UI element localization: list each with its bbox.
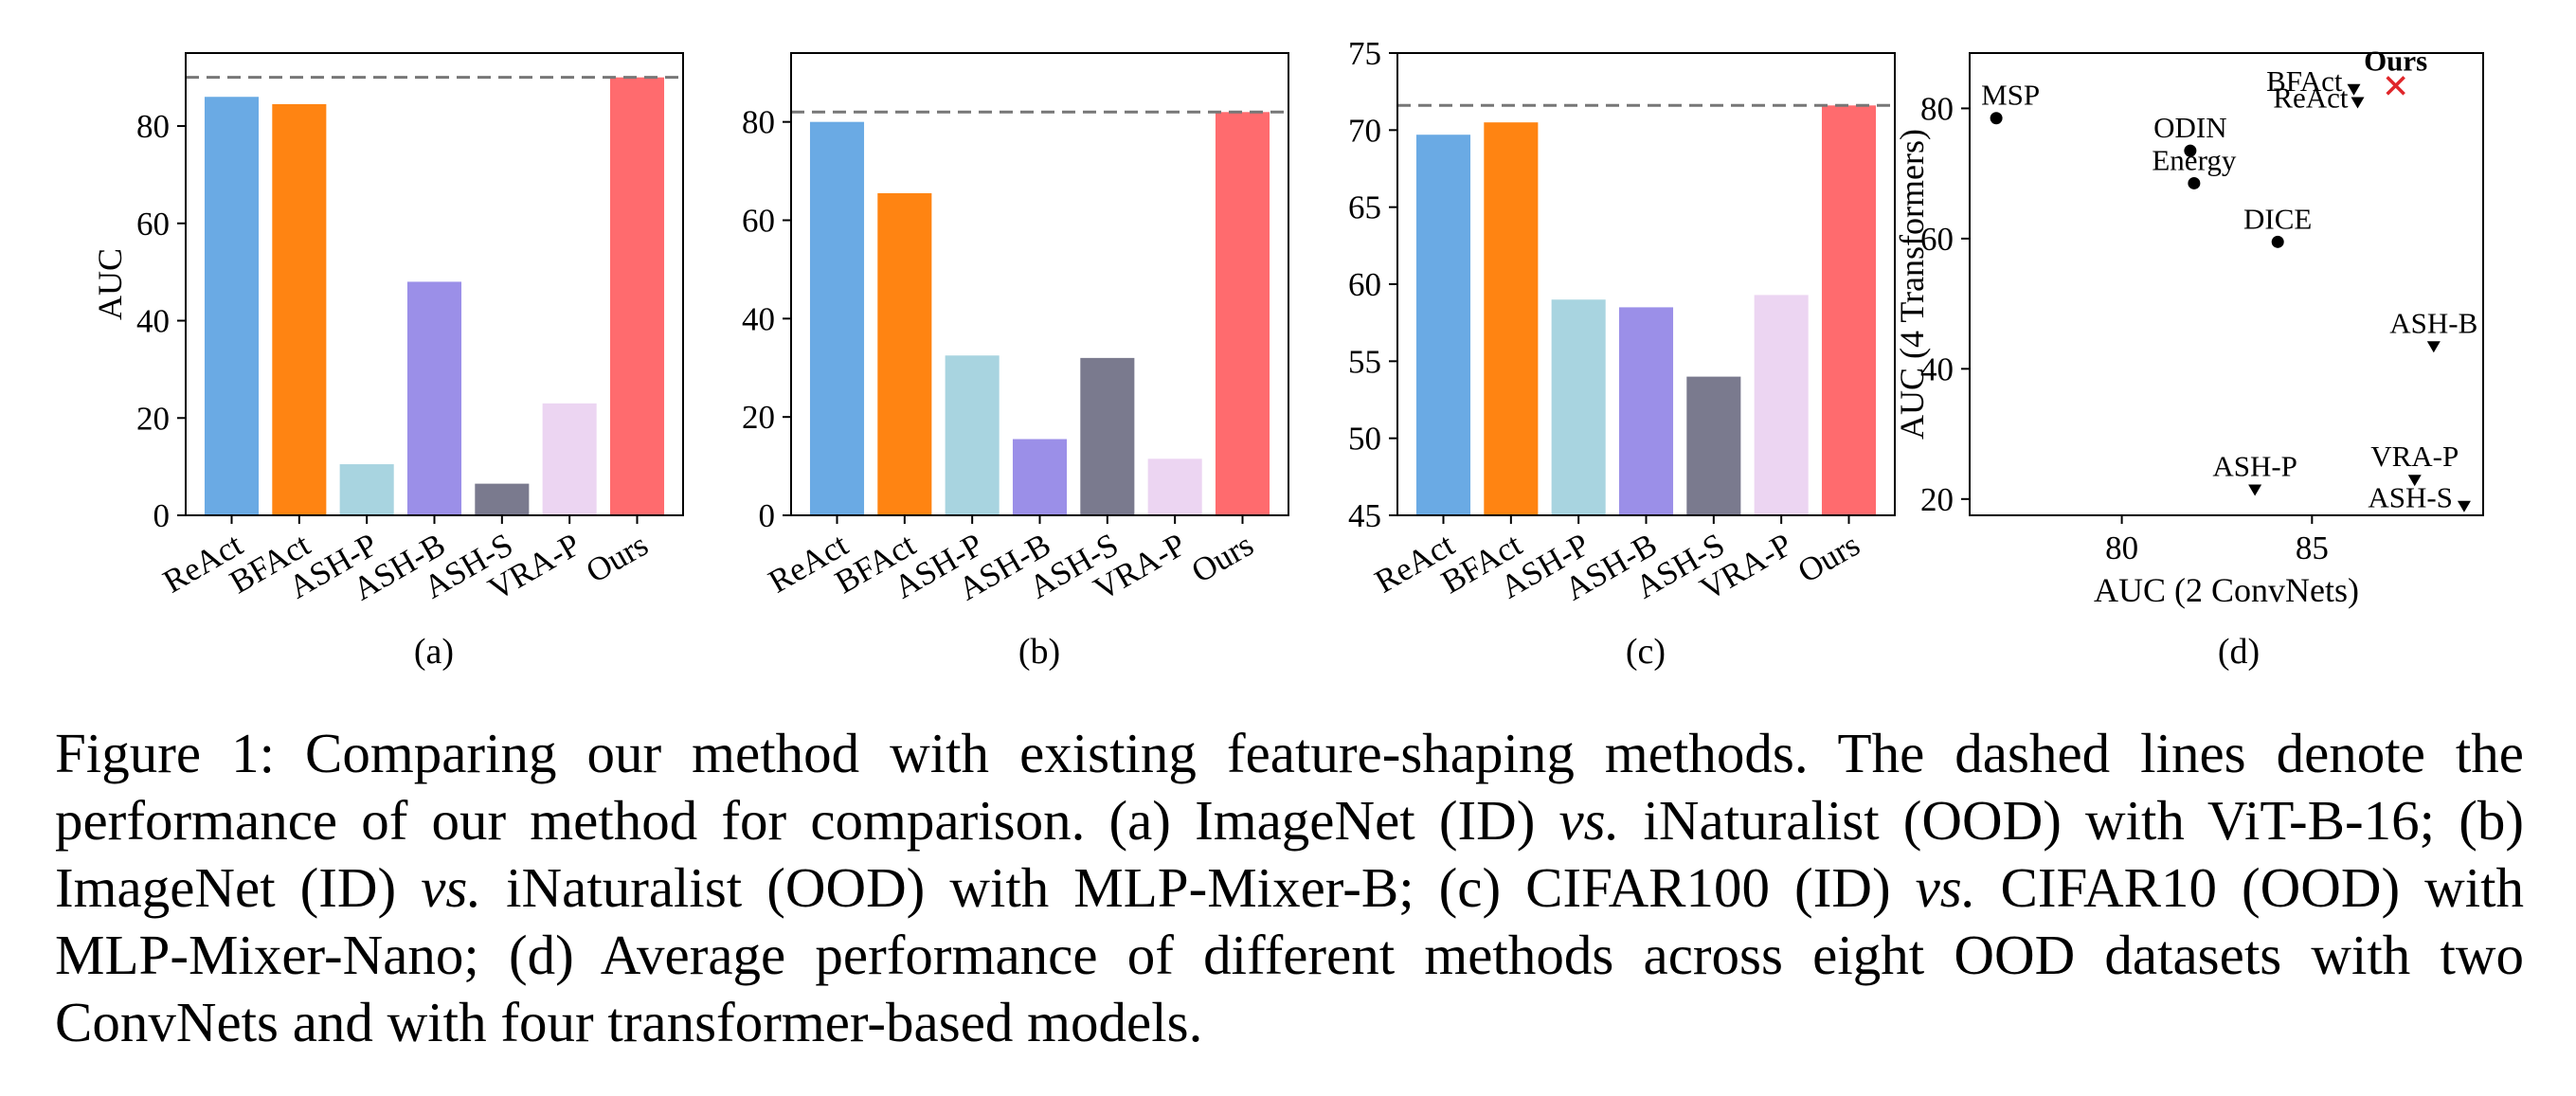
bar-1-5 bbox=[1147, 458, 1202, 515]
ytick-label-2-1: 50 bbox=[1348, 421, 1381, 458]
bar-0-5 bbox=[542, 403, 597, 515]
ytick-label-2-5: 70 bbox=[1348, 112, 1381, 149]
bar-2-5 bbox=[1754, 295, 1809, 515]
xlabel-3: AUC (2 ConvNets) bbox=[2094, 571, 2359, 609]
point-msp bbox=[1990, 112, 2003, 125]
bar-1-6 bbox=[1215, 112, 1270, 515]
bar-2-1 bbox=[1484, 122, 1539, 515]
point-ours bbox=[2386, 76, 2405, 96]
ytick-label-3-1: 40 bbox=[1920, 350, 1954, 387]
bar-1-3 bbox=[1012, 439, 1068, 515]
ytick-label-0-4: 80 bbox=[136, 108, 170, 145]
axes-frame-3 bbox=[1969, 52, 2484, 516]
bar-1-2 bbox=[945, 355, 1000, 515]
point-ash-b bbox=[2426, 341, 2441, 353]
ytick-label-2-0: 45 bbox=[1348, 497, 1381, 534]
ytick-label-3-3: 80 bbox=[1920, 90, 1954, 127]
point-label-react: ReAct bbox=[2273, 81, 2349, 115]
point-react bbox=[2351, 97, 2365, 109]
panel-label-0: (a) bbox=[414, 632, 454, 672]
point-ash-s bbox=[2457, 500, 2471, 512]
point-label-ash-p: ASH-P bbox=[2212, 450, 2297, 483]
ytick-label-2-2: 55 bbox=[1348, 343, 1381, 380]
point-odin bbox=[2184, 144, 2197, 157]
xtick-label-0-6: Ours bbox=[580, 526, 654, 590]
ytick-label-0-3: 60 bbox=[136, 206, 170, 243]
caption-vs-3: vs. bbox=[1915, 856, 1976, 919]
point-label-vra-p: VRA-P bbox=[2370, 440, 2459, 473]
ytick-label-0-0: 0 bbox=[153, 497, 171, 534]
bar-2-2 bbox=[1551, 299, 1606, 515]
xtick-label-3-0: 80 bbox=[2105, 530, 2138, 566]
bar-2-0 bbox=[1415, 135, 1471, 516]
point-label-dice: DICE bbox=[2243, 202, 2312, 235]
ytick-label-1-0: 0 bbox=[759, 497, 776, 534]
bar-0-3 bbox=[406, 281, 462, 515]
bar-2-6 bbox=[1821, 105, 1877, 515]
point-label-ash-s: ASH-S bbox=[2368, 481, 2453, 514]
bar-1-0 bbox=[809, 121, 865, 515]
caption-text-4: CIFAR10 (OOD) with MLP-Mixer-Nano; (d) A… bbox=[55, 856, 2524, 1053]
bar-0-4 bbox=[475, 483, 530, 515]
bar-1-4 bbox=[1080, 357, 1135, 515]
bar-2-4 bbox=[1686, 376, 1741, 515]
ytick-label-1-4: 80 bbox=[742, 104, 775, 141]
ylabel-0: AUC bbox=[91, 248, 129, 320]
ytick-label-2-3: 60 bbox=[1348, 266, 1381, 303]
bar-0-0 bbox=[204, 97, 260, 516]
bar-0-2 bbox=[339, 464, 394, 515]
point-label-bfact: BFAct bbox=[2266, 64, 2343, 98]
bar-0-6 bbox=[609, 77, 665, 516]
bar-chart-1: 020406080ReActBFActASH-PASH-BASH-SVRA-PO… bbox=[742, 52, 1289, 672]
caption-label: Figure 1: bbox=[55, 722, 275, 784]
ytick-label-1-1: 20 bbox=[742, 399, 775, 436]
ytick-label-3-0: 20 bbox=[1920, 481, 1954, 518]
xtick-label-2-6: Ours bbox=[1792, 526, 1865, 590]
caption-vs-2: vs. bbox=[421, 856, 482, 919]
ytick-label-1-3: 60 bbox=[742, 203, 775, 240]
scatter-chart-3: 20 40 60 80 80 85 AUC (2 ConvNets) AUC (4 Trans… bbox=[1893, 44, 2484, 672]
bar-chart-0: 020406080ReActBFActASH-PASH-BASH-SVRA-PO… bbox=[91, 52, 684, 672]
ytick-label-1-2: 40 bbox=[742, 300, 775, 337]
ytick-label-2-6: 75 bbox=[1348, 35, 1381, 72]
xtick-label-1-6: Ours bbox=[1185, 526, 1259, 590]
bar-2-3 bbox=[1618, 307, 1674, 515]
bar-chart-2: 45505560657075ReActBFActASH-PASH-BASH-SV… bbox=[1348, 35, 1896, 672]
caption-text-1: Comparing our method with existing featu… bbox=[55, 722, 2524, 852]
panel-label-2: (c) bbox=[1626, 632, 1666, 672]
caption-vs-1: vs. bbox=[1558, 789, 1620, 852]
panel-label-1: (b) bbox=[1018, 632, 1060, 672]
point-label-msp: MSP bbox=[1981, 79, 2040, 112]
ytick-label-3-2: 60 bbox=[1920, 221, 1954, 258]
bar-1-1 bbox=[877, 192, 932, 515]
figure-caption: Figure 1: Comparing our method with exis… bbox=[55, 720, 2524, 1056]
caption-text-3: iNaturalist (OOD) with MLP-Mixer-B; (c) … bbox=[481, 856, 1916, 919]
ytick-label-0-2: 40 bbox=[136, 303, 170, 340]
xtick-label-3-1: 85 bbox=[2296, 530, 2329, 566]
ytick-label-2-4: 65 bbox=[1348, 189, 1381, 226]
point-label-ours: Ours bbox=[2364, 44, 2427, 77]
point-energy bbox=[2188, 176, 2201, 189]
point-dice bbox=[2271, 235, 2284, 248]
point-label-energy: Energy bbox=[2152, 143, 2236, 176]
point-bfact bbox=[2347, 83, 2361, 96]
caption-text-2: iNaturalist (OOD) with ViT-B-16; (b) Ima… bbox=[55, 789, 2524, 919]
point-vra-p bbox=[2407, 475, 2422, 487]
ytick-label-0-1: 20 bbox=[136, 400, 170, 437]
bar-0-1 bbox=[272, 103, 327, 516]
point-ash-p bbox=[2248, 484, 2262, 496]
point-label-odin: ODIN bbox=[2153, 111, 2227, 144]
ylabel-3: AUC (4 Transformers) bbox=[1893, 129, 1931, 440]
point-label-ash-b: ASH-B bbox=[2389, 306, 2477, 339]
panel-label-3: (d) bbox=[2218, 632, 2260, 672]
